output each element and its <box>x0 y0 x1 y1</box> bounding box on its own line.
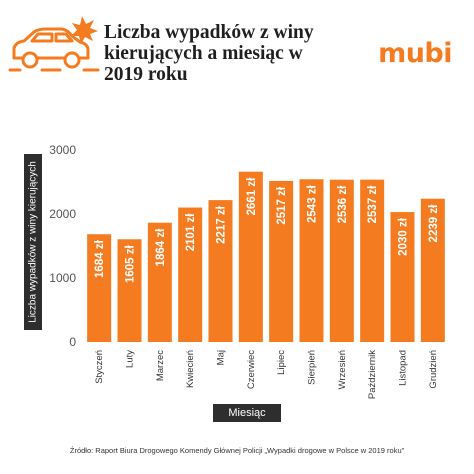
bar <box>390 212 415 342</box>
y-tick-label: 2000 <box>49 207 76 221</box>
y-axis-label: Liczba wypadków z winy kierujących <box>24 154 42 330</box>
bar-value-label: 2217 zł <box>216 205 228 244</box>
x-tick-label: Wrzesień <box>337 350 348 389</box>
y-axis-ticks: 0 1000 2000 3000 <box>49 143 76 349</box>
bar <box>117 239 142 342</box>
y-tick-label: 0 <box>69 335 76 349</box>
bar <box>178 207 203 342</box>
x-tick-label: Październik <box>367 350 378 399</box>
bar-value-label: 2537 zł <box>367 185 379 224</box>
y-tick-label: 3000 <box>49 143 76 157</box>
bar <box>329 179 354 342</box>
bar-value-label: 1864 zł <box>155 228 167 267</box>
bar-value-label: 2517 zł <box>276 186 288 225</box>
bar-value-labels: 1684 zł 1605 zł 1864 zł 2101 zł 2217 zł 2661 … <box>94 177 440 283</box>
x-axis-label: Miesiąc <box>213 404 281 422</box>
x-tick-label: Czerwiec <box>246 350 257 389</box>
bar-value-label: 2239 zł <box>428 204 440 243</box>
y-tick-label: 1000 <box>49 271 76 285</box>
x-tick-label: Lipiec <box>276 350 287 375</box>
bar <box>420 198 445 342</box>
x-tick-label: Listopad <box>398 350 409 386</box>
header: Liczba wypadków z winy kierujących a mie… <box>0 0 474 100</box>
bar <box>299 179 324 342</box>
bar <box>87 234 112 342</box>
bar-value-label: 2661 zł <box>246 177 258 216</box>
bar-value-label: 1605 zł <box>125 244 137 283</box>
bar <box>238 171 263 342</box>
x-tick-label: Styczeń <box>94 350 105 384</box>
source-note: Źródło: Raport Biura Drogowego Komendy G… <box>69 446 405 455</box>
chart-title: Liczba wypadków z winy kierujących a mie… <box>104 22 314 85</box>
bar-value-label: 2543 zł <box>307 184 319 223</box>
x-tick-label: Maj <box>216 350 227 365</box>
x-tick-label: Grudzień <box>428 350 439 389</box>
car-crash-icon <box>8 16 100 72</box>
x-tick-label: Kwiecień <box>185 350 196 388</box>
x-axis-ticks: Styczeń Luty Marzec Kwiecień Maj Czerwiec Lipi… <box>94 350 439 399</box>
bar <box>269 180 294 342</box>
bar <box>147 222 172 342</box>
bar-value-label: 2030 zł <box>398 217 410 256</box>
bar-value-label: 2101 zł <box>185 213 197 252</box>
bars <box>87 171 445 342</box>
x-tick-label: Sierpień <box>307 350 318 385</box>
bar-value-label: 2536 zł <box>337 185 349 224</box>
bar <box>208 200 233 342</box>
bar-value-label: 1684 zł <box>94 239 106 278</box>
mubi-logo: mubi <box>378 38 452 69</box>
bar <box>360 179 385 342</box>
x-tick-label: Marzec <box>155 350 166 381</box>
x-tick-label: Luty <box>125 350 136 368</box>
y-axis-label-text: Liczba wypadków z winy kierujących <box>27 161 39 323</box>
